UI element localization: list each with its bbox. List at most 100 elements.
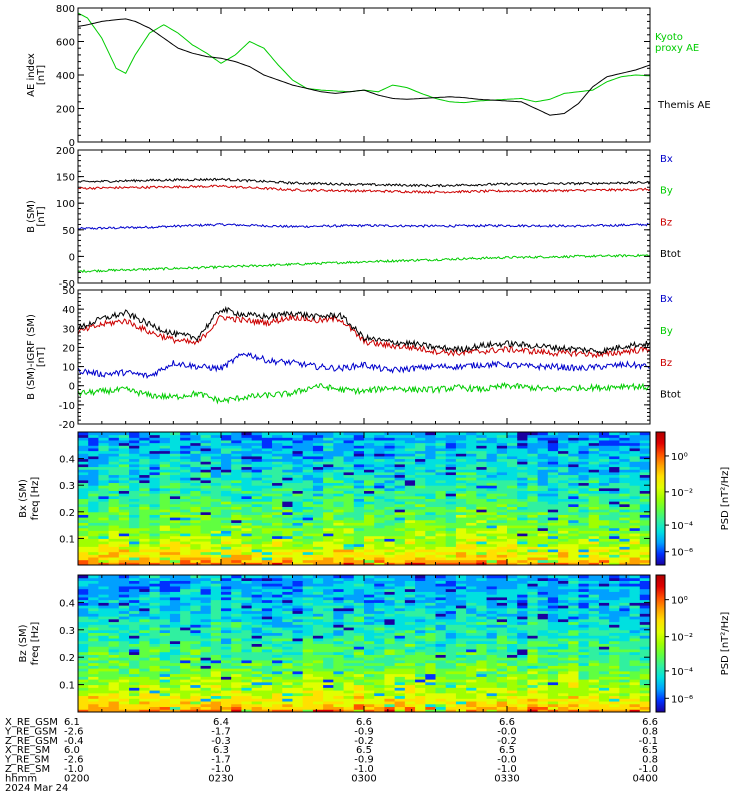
panel-4-heatmap-cell [78,509,89,513]
panel-4-heatmap-cell [507,503,518,507]
panel-4-heatmap-cell [251,514,263,518]
panel-4-heatmap-cell [588,474,600,478]
panel-4-heatmap-cell [598,482,610,486]
panel-4-heatmap-cell [221,530,232,534]
panel-4-heatmap-cell [394,458,406,462]
panel-5-heatmap-cell [149,657,161,661]
panel-4-heatmap-cell [384,479,396,484]
panel-5-heatmap-cell [118,665,130,669]
panel-4-heatmap-cell [466,530,477,534]
panel-5-heatmap-cell [415,583,426,587]
panel-4-heatmap-cell [394,527,406,531]
panel-4-heatmap-cell [629,533,641,537]
panel-4-heatmap-cell [364,447,375,452]
panel-4-heatmap-cell [578,485,590,489]
panel-4-heatmap-cell [190,450,202,454]
panel-4-heatmap-cell [333,509,345,513]
panel-5-heatmap-cell [241,585,253,590]
panel-4-heatmap-cell [231,471,242,476]
panel-4-heatmap-cell [180,447,191,452]
panel-4-heatmap-cell [333,554,345,558]
panel-5-heatmap-cell [333,591,345,595]
panel-4-heatmap-cell [139,546,150,550]
panel-4-heatmap-cell [496,538,508,542]
panel-4-heatmap-cell [312,474,324,478]
panel-5-heatmap-cell [210,657,222,661]
panel-4-heatmap-cell [394,455,406,460]
panel-4-heatmap-cell [129,471,140,476]
panel-4-heatmap-cell [88,487,99,492]
panel-5-heatmap-cell [200,638,212,642]
panel-5-heatmap-cell [272,594,283,598]
panel-4-heatmap-cell [425,549,436,553]
panel-5-heatmap-cell [323,610,334,614]
panel-4-heatmap-cell [364,455,375,460]
panel-5-heatmap-cell [312,687,324,691]
panel-5-heatmap-cell [384,621,396,625]
panel-5-heatmap-cell [353,605,365,609]
panel-4-heatmap-cell [578,525,590,529]
panel-4-heatmap-cell [129,477,140,481]
panel-4-heatmap-cell [159,541,171,545]
panel-4-heatmap-cell [180,551,191,555]
panel-4-heatmap-cell [507,514,518,518]
panel-4-heatmap-cell [302,471,314,476]
panel-4-ytick-label: 0.4 [59,455,75,466]
panel-5-heatmap-cell [272,575,283,579]
panel-5-heatmap-cell [292,654,304,658]
panel-4-heatmap-cell [578,509,590,513]
panel-4-heatmap-cell [578,447,590,452]
panel-5-heatmap-cell [139,621,150,625]
panel-4-heatmap-cell [282,554,293,558]
panel-5-heatmap-cell [302,605,314,609]
panel-4-heatmap-cell [139,463,150,468]
panel-4-heatmap-cell [129,461,140,465]
panel-4-heatmap-cell [241,458,253,462]
panel-4-heatmap-cell [78,493,89,497]
panel-4-heatmap-cell [619,442,631,446]
panel-5-heatmap-cell [374,591,385,595]
panel-4-heatmap-cell [149,511,161,515]
panel-5-heatmap-cell [312,613,324,617]
panel-2-series-bx [77,222,651,231]
panel-4-heatmap-cell [568,445,579,449]
panel-4-heatmap-cell [588,458,600,462]
panel-4-heatmap-cell [282,541,293,545]
panel-4-heatmap-cell [159,490,171,494]
panel-4-heatmap-cell [343,490,355,494]
panel-5-heatmap-cell [88,698,99,702]
panel-5-heatmap-cell [129,676,140,680]
panel-4-heatmap-cell [88,442,99,446]
panel-4-heatmap-cell [139,485,150,489]
panel-5-heatmap-cell [221,648,232,653]
panel-4-heatmap-cell [466,490,477,494]
panel-4-heatmap-cell [149,562,161,566]
panel-5-heatmap-cell [374,613,385,617]
panel-4-heatmap-cell [108,455,120,460]
panel-4-heatmap-cell [568,501,579,505]
panel-4-heatmap-cell [241,506,253,510]
panel-4-heatmap-cell [312,530,324,534]
panel-4-heatmap-cell [200,535,212,539]
panel-4-heatmap-cell [292,506,304,510]
panel-5-heatmap-cell [272,605,283,609]
panel-4-heatmap-cell [343,525,355,529]
panel-1-legend-kyoto: Kyoto [655,32,683,43]
panel-4-heatmap-cell [323,501,334,505]
panel-4-heatmap-cell [312,487,324,492]
panel-4-heatmap-cell [323,554,334,558]
panel-5-heatmap-cell [149,654,161,658]
panel-4-heatmap-cell [466,455,477,460]
panel-4-heatmap-cell [272,506,283,510]
panel-4-heatmap-cell [476,434,488,438]
panel-4-heatmap-cell [98,469,110,473]
panel-4-heatmap-cell [639,530,651,534]
panel-4-heatmap-cell [200,551,212,555]
panel-4-heatmap-cell [180,538,191,542]
panel-4-heatmap-cell [639,509,651,513]
panel-4-heatmap-cell [88,509,99,513]
panel-5-heatmap-cell [149,621,161,625]
panel-4-heatmap-cell [149,514,161,518]
panel-4-heatmap-cell [619,533,631,537]
panel-4-heatmap-cell [323,474,334,478]
